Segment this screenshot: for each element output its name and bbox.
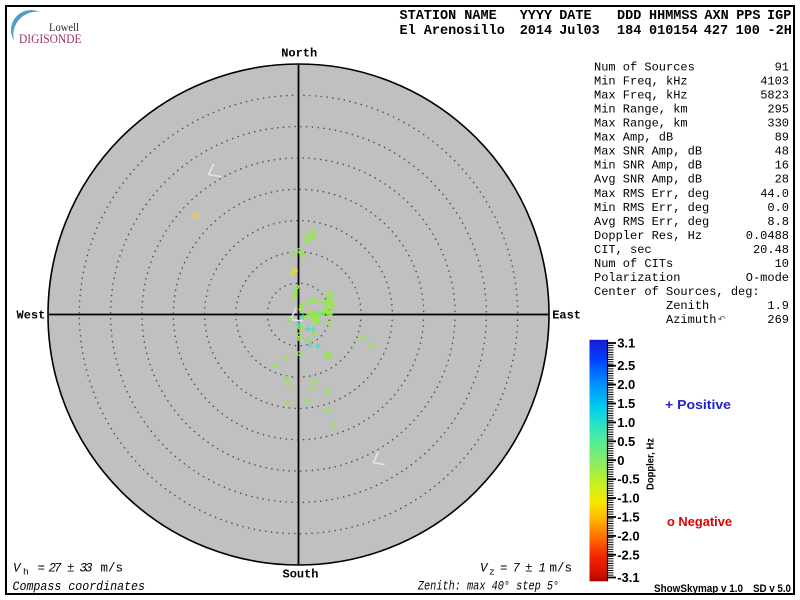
svg-text:z: z (489, 567, 495, 578)
svg-text:27: 27 (49, 562, 62, 576)
svg-text:44.0: 44.0 (760, 187, 789, 201)
svg-text:91: 91 (775, 61, 789, 75)
svg-text:1.0: 1.0 (617, 415, 635, 430)
svg-text:-2.0: -2.0 (617, 528, 639, 543)
svg-text:1.9: 1.9 (767, 299, 789, 313)
svg-text:269: 269 (767, 313, 789, 327)
svg-text:0: 0 (617, 453, 624, 468)
svg-text:20.48: 20.48 (753, 243, 789, 257)
svg-text:Azimuth: Azimuth (594, 313, 716, 327)
svg-text:SD v 5.0: SD v 5.0 (753, 583, 791, 595)
svg-text:28: 28 (775, 173, 789, 187)
svg-text:±: ± (525, 562, 533, 576)
svg-text:10: 10 (775, 257, 789, 271)
svg-text:ShowSkymap v 1.0: ShowSkymap v 1.0 (654, 583, 743, 595)
svg-text:-1.5: -1.5 (617, 510, 639, 525)
svg-text:Zenith: Zenith (594, 299, 709, 313)
svg-text:AXN: AXN (704, 9, 728, 24)
svg-text:4103: 4103 (760, 75, 789, 89)
svg-text:8.8: 8.8 (767, 215, 789, 229)
svg-text:Max Freq, kHz: Max Freq, kHz (594, 89, 688, 103)
svg-text:0.0488: 0.0488 (746, 229, 789, 243)
svg-text:El Arenosillo: El Arenosillo (400, 24, 505, 39)
svg-text:Min RMS Err, deg: Min RMS Err, deg (594, 201, 709, 215)
svg-text:330: 330 (767, 117, 789, 131)
svg-text:33: 33 (80, 562, 93, 576)
svg-text:CIT, sec: CIT, sec (594, 243, 652, 257)
svg-text:Lowell: Lowell (49, 20, 80, 34)
svg-text:PPS: PPS (736, 9, 760, 24)
svg-text:100: 100 (736, 24, 760, 39)
svg-text:↶: ↶ (718, 314, 726, 324)
svg-text:295: 295 (767, 103, 789, 117)
svg-text:7: 7 (513, 562, 521, 576)
svg-text:IGP: IGP (767, 9, 791, 24)
svg-text:48: 48 (775, 145, 789, 159)
svg-text:3.1: 3.1 (617, 336, 635, 351)
svg-text:0.0: 0.0 (767, 201, 789, 215)
svg-text:South: South (283, 568, 319, 582)
svg-text:DDD: DDD (617, 9, 641, 24)
svg-text:Min Range, km: Min Range, km (594, 103, 688, 117)
svg-text:0.5: 0.5 (617, 434, 635, 449)
svg-text:Doppler Res, Hz: Doppler Res, Hz (594, 229, 702, 243)
svg-text:Max Amp, dB: Max Amp, dB (594, 131, 673, 145)
svg-text:Zenith: max 40° step 5°: Zenith: max 40° step 5° (417, 580, 559, 594)
svg-text:h: h (23, 567, 29, 578)
svg-text:East: East (552, 309, 581, 323)
svg-text:North: North (281, 47, 317, 61)
svg-text:+ Positive: + Positive (665, 397, 731, 412)
svg-text:DIGISONDE: DIGISONDE (19, 31, 82, 46)
svg-text:Avg SNR Amp, dB: Avg SNR Amp, dB (594, 173, 702, 187)
svg-text:HHMMSS: HHMMSS (649, 9, 698, 24)
svg-text:-3.1: -3.1 (617, 570, 639, 585)
svg-text:2.0: 2.0 (617, 377, 635, 392)
svg-text:1: 1 (539, 562, 547, 576)
svg-text:West: West (17, 309, 46, 323)
svg-text:=: = (38, 562, 46, 576)
svg-text:-2H: -2H (768, 24, 792, 39)
svg-text:Jul03: Jul03 (559, 24, 600, 39)
svg-text:2014: 2014 (520, 24, 552, 39)
svg-text:m/s: m/s (101, 562, 124, 576)
svg-text:-1.0: -1.0 (617, 491, 639, 506)
svg-text:YYYY: YYYY (520, 9, 553, 24)
svg-text:STATION NAME: STATION NAME (400, 9, 497, 24)
svg-text:-0.5: -0.5 (617, 472, 639, 487)
svg-text:89: 89 (775, 131, 789, 145)
svg-text:Max RMS Err, deg: Max RMS Err, deg (594, 187, 709, 201)
svg-text:Center of Sources, deg:: Center of Sources, deg: (594, 285, 760, 299)
svg-text:-2.5: -2.5 (617, 547, 639, 562)
svg-text:Compass coordinates: Compass coordinates (13, 580, 146, 594)
svg-text:V: V (480, 562, 489, 576)
svg-text:o Negative: o Negative (667, 514, 732, 529)
svg-text:Max SNR Amp, dB: Max SNR Amp, dB (594, 145, 702, 159)
svg-text:427: 427 (704, 24, 728, 39)
svg-text:5823: 5823 (760, 89, 789, 103)
svg-text:=: = (500, 562, 508, 576)
svg-text:Polarization: Polarization (594, 271, 680, 285)
svg-text:Max Range, km: Max Range, km (594, 117, 688, 131)
svg-text:1.5: 1.5 (617, 396, 635, 411)
svg-text:184: 184 (617, 24, 641, 39)
svg-text:Num of Sources: Num of Sources (594, 61, 695, 75)
svg-text:Num of CITs: Num of CITs (594, 257, 673, 271)
svg-text:DATE: DATE (559, 9, 591, 24)
svg-text:010154: 010154 (649, 24, 698, 39)
svg-text:Doppler, Hz: Doppler, Hz (646, 438, 657, 490)
svg-text:m/s: m/s (550, 562, 573, 576)
svg-text:Min SNR Amp, dB: Min SNR Amp, dB (594, 159, 702, 173)
svg-text:O-mode: O-mode (746, 271, 789, 285)
svg-text:Min Freq, kHz: Min Freq, kHz (594, 75, 688, 89)
svg-text:Avg RMS Err, deg: Avg RMS Err, deg (594, 215, 709, 229)
svg-text:2.5: 2.5 (617, 358, 635, 373)
svg-text:±: ± (67, 562, 75, 576)
svg-text:16: 16 (775, 159, 789, 173)
svg-text:V: V (13, 562, 22, 576)
